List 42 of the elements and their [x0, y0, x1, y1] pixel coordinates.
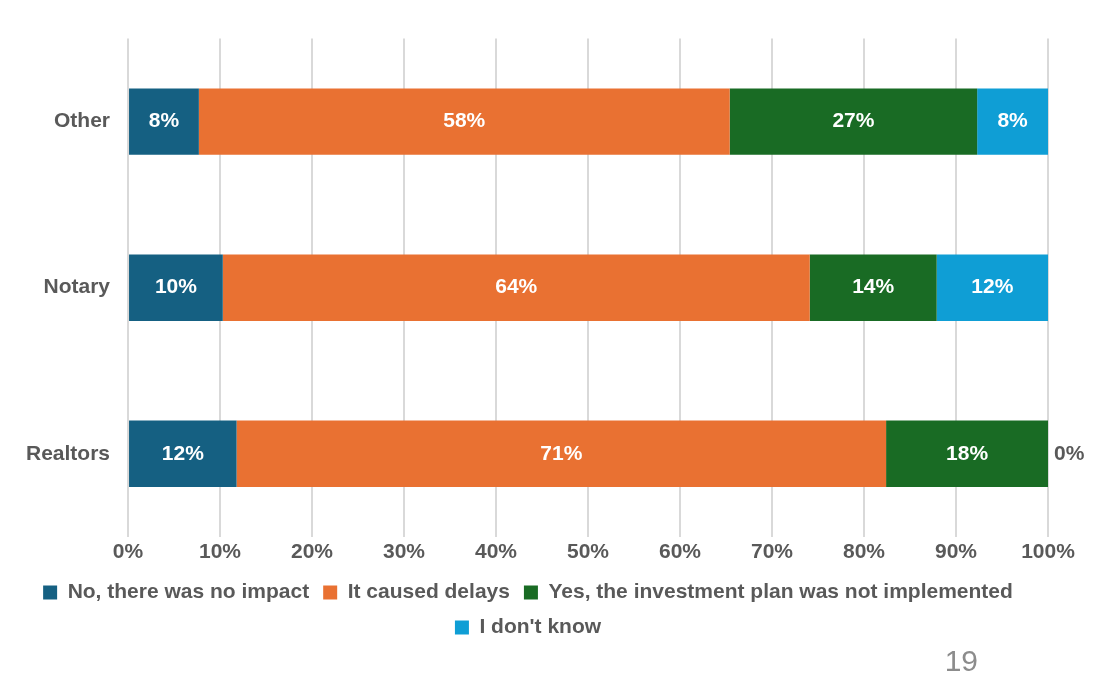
x-tick-label: 100%	[1021, 539, 1076, 563]
bar	[936, 254, 1048, 321]
x-tick-label: 90%	[934, 539, 978, 563]
legend-label: I don't know	[479, 614, 602, 638]
bar	[129, 420, 237, 487]
x-tick-label: 40%	[475, 539, 518, 563]
x-tick-label: 10%	[199, 539, 242, 563]
bar	[236, 420, 887, 487]
x-tick-label: 0%	[112, 539, 144, 563]
data-label: 12%	[971, 274, 1014, 298]
data-label: 18%	[946, 440, 989, 464]
y-tick-label: Realtors	[26, 440, 111, 464]
data-label: 12%	[161, 440, 205, 464]
bar	[222, 254, 810, 321]
x-tick-label: 30%	[383, 539, 426, 563]
data-label: 0%	[1054, 440, 1085, 464]
x-tick-label: 80%	[842, 539, 886, 563]
legend-label: Yes, the investment plan was not implemented	[548, 579, 1013, 603]
x-tick-label: 70%	[750, 539, 794, 563]
bar	[129, 254, 223, 321]
legend-label: It caused delays	[347, 579, 510, 603]
data-label: 64%	[495, 274, 538, 298]
x-tick-label: 20%	[291, 539, 334, 563]
y-tick-label: Notary	[43, 274, 111, 298]
data-label: 10%	[154, 274, 198, 298]
data-label: 27%	[832, 108, 875, 132]
bar	[886, 420, 1048, 487]
bar	[809, 254, 937, 321]
bar	[129, 88, 199, 155]
data-label: 8%	[148, 108, 180, 132]
y-tick-label: Other	[54, 108, 111, 132]
x-tick-label: 50%	[567, 539, 610, 563]
bar	[198, 88, 730, 155]
x-tick-label: 60%	[659, 539, 702, 563]
bar	[729, 88, 978, 155]
data-label: 14%	[852, 274, 895, 298]
legend-label: No, there was no impact	[67, 579, 310, 603]
data-label: 8%	[997, 108, 1029, 132]
bar	[977, 88, 1048, 155]
data-label: 58%	[443, 108, 486, 132]
text: 19	[944, 644, 978, 678]
data-label: 71%	[540, 440, 583, 464]
